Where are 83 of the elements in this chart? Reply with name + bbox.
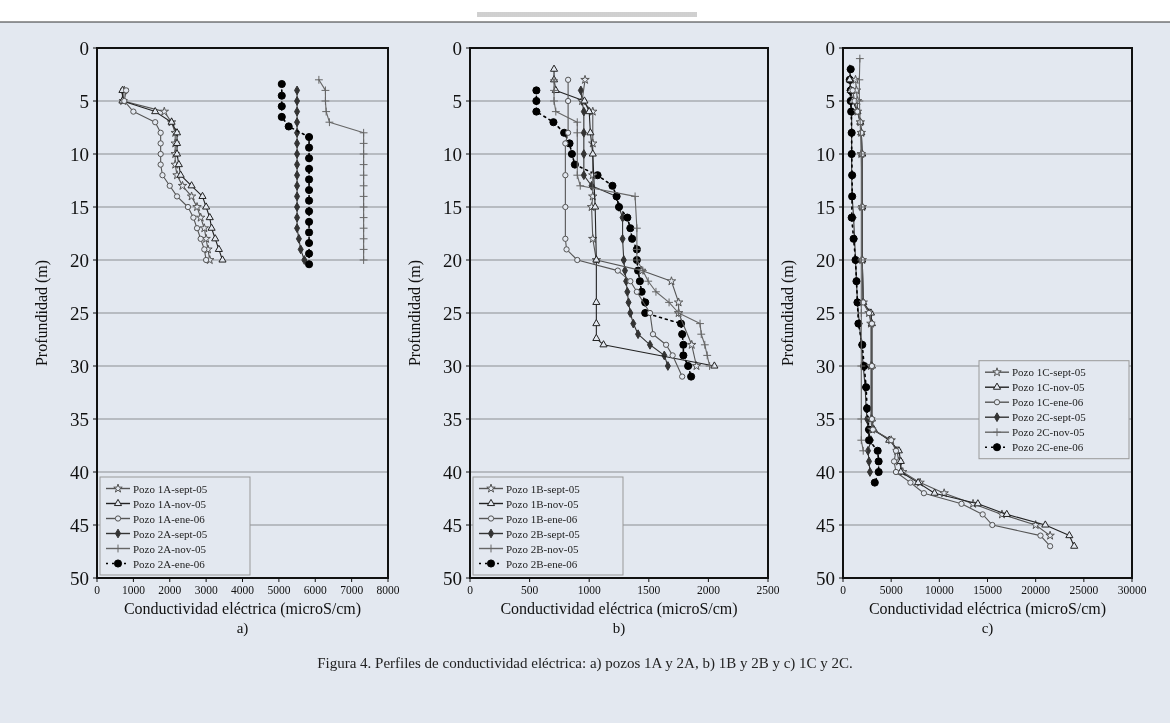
legend-label: Pozo 2A-ene-06 [133, 557, 206, 570]
y-tick-label: 10 [70, 143, 89, 165]
y-tick-label: 40 [70, 461, 89, 483]
y-tick-label: 25 [816, 302, 835, 324]
x-tick-label: 10000 [924, 584, 954, 596]
legend-label: Pozo 1B-sept-05 [506, 482, 581, 495]
x-axis-title: Conductividad eléctrica (microS/cm) [123, 600, 362, 618]
x-tick-label: 4000 [231, 584, 255, 596]
legend-label: Pozo 1A-sept-05 [133, 482, 208, 495]
y-tick-label: 45 [816, 514, 835, 536]
legend-label: Pozo 2B-nov-05 [506, 542, 579, 555]
x-axis-title: Conductividad eléctrica (microS/cm) [500, 600, 738, 618]
x-tick-label: 2500 [756, 584, 780, 596]
legend-label: Pozo 1C-nov-05 [1012, 381, 1085, 394]
legend-label: Pozo 1A-ene-06 [133, 512, 206, 525]
y-tick-label: 5 [452, 90, 462, 112]
y-tick-label: 30 [70, 355, 89, 377]
y-tick-label: 45 [443, 514, 462, 536]
y-tick-label: 40 [443, 461, 462, 483]
y-tick-label: 0 [825, 37, 835, 59]
legend-label: Pozo 2A-sept-05 [133, 527, 208, 540]
x-tick-label: 2000 [696, 584, 721, 596]
y-tick-label: 15 [443, 196, 462, 218]
x-tick-label: 30000 [1117, 584, 1147, 596]
y-tick-label: 50 [443, 567, 462, 589]
x-tick-label: 0 [467, 584, 474, 596]
x-tick-label: 7000 [340, 584, 364, 596]
x-tick-label: 0 [94, 584, 101, 596]
legend-label: Pozo 1A-nov-05 [133, 497, 207, 510]
text: a) [236, 620, 249, 637]
x-tick-label: 8000 [376, 584, 400, 596]
y-axis-title: Profundidad (m) [33, 259, 51, 367]
y-tick-label: 35 [816, 408, 835, 430]
y-tick-label: 35 [70, 408, 89, 430]
legend-label: Pozo 1C-sept-05 [1012, 366, 1087, 379]
y-tick-label: 15 [70, 196, 89, 218]
x-tick-label: 3000 [194, 584, 218, 596]
y-tick-label: 25 [443, 302, 462, 324]
y-tick-label: 20 [70, 249, 89, 271]
text: b) [612, 620, 626, 637]
y-tick-label: 25 [70, 302, 89, 324]
y-tick-label: 30 [443, 355, 462, 377]
y-tick-label: 20 [443, 249, 462, 271]
y-tick-label: 5 [825, 90, 835, 112]
y-tick-label: 15 [816, 196, 835, 218]
legend-label: Pozo 2C-ene-06 [1012, 441, 1084, 454]
x-tick-label: 1000 [577, 584, 601, 596]
legend-label: Pozo 2B-sept-05 [506, 527, 581, 540]
x-tick-label: 6000 [303, 584, 327, 596]
x-tick-label: 5000 [879, 584, 903, 596]
legend-label: Pozo 2B-ene-06 [506, 557, 578, 570]
text: Figura 4. Perfiles de conductividad eléctrica: a) pozos 1A y 2A, b) 1B y 2B y c) 1C y 2C. [317, 655, 853, 672]
y-tick-label: 5 [79, 90, 89, 112]
x-tick-label: 1500 [637, 584, 661, 596]
x-tick-label: 0 [840, 584, 847, 596]
x-tick-label: 5000 [267, 584, 291, 596]
y-tick-label: 30 [816, 355, 835, 377]
y-tick-label: 0 [79, 37, 89, 59]
legend-label: Pozo 2C-sept-05 [1012, 411, 1087, 424]
text: c) [981, 620, 994, 637]
y-tick-label: 10 [443, 143, 462, 165]
legend-label: Pozo 1B-nov-05 [506, 497, 579, 510]
y-axis-title: Profundidad (m) [779, 259, 797, 367]
y-tick-label: 20 [816, 249, 835, 271]
legend-label: Pozo 2C-nov-05 [1012, 426, 1085, 439]
y-tick-label: 45 [70, 514, 89, 536]
x-tick-label: 500 [520, 584, 539, 596]
legend-label: Pozo 1C-ene-06 [1012, 396, 1084, 409]
x-axis-title: Conductividad eléctrica (microS/cm) [868, 600, 1107, 618]
y-tick-label: 40 [816, 461, 835, 483]
y-tick-label: 10 [816, 143, 835, 165]
y-tick-label: 50 [816, 567, 835, 589]
x-tick-label: 15000 [973, 584, 1003, 596]
x-tick-label: 2000 [158, 584, 182, 596]
x-tick-label: 25000 [1069, 584, 1099, 596]
y-tick-label: 50 [70, 567, 89, 589]
x-tick-label: 1000 [121, 584, 146, 596]
x-tick-label: 20000 [1021, 584, 1051, 596]
y-tick-label: 35 [443, 408, 462, 430]
y-axis-title: Profundidad (m) [406, 259, 424, 367]
y-tick-label: 0 [452, 37, 462, 59]
legend-label: Pozo 2A-nov-05 [133, 542, 207, 555]
legend-label: Pozo 1B-ene-06 [506, 512, 578, 525]
